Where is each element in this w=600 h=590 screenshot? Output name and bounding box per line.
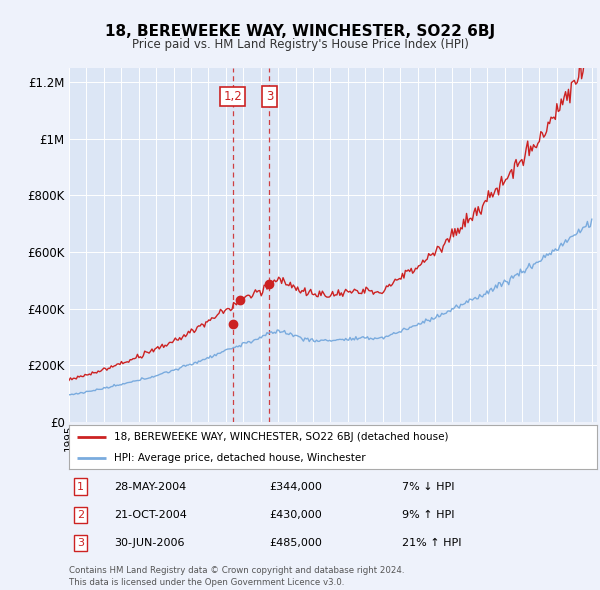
Text: 9% ↑ HPI: 9% ↑ HPI bbox=[401, 510, 454, 520]
Text: 2: 2 bbox=[77, 510, 84, 520]
Text: 28-MAY-2004: 28-MAY-2004 bbox=[114, 481, 186, 491]
Text: 3: 3 bbox=[266, 90, 273, 103]
Text: £430,000: £430,000 bbox=[269, 510, 322, 520]
Text: 21-OCT-2004: 21-OCT-2004 bbox=[114, 510, 187, 520]
Text: 18, BEREWEEKE WAY, WINCHESTER, SO22 6BJ: 18, BEREWEEKE WAY, WINCHESTER, SO22 6BJ bbox=[105, 24, 495, 38]
Text: 1,2: 1,2 bbox=[223, 90, 242, 103]
Text: HPI: Average price, detached house, Winchester: HPI: Average price, detached house, Winc… bbox=[114, 453, 365, 463]
Text: Price paid vs. HM Land Registry's House Price Index (HPI): Price paid vs. HM Land Registry's House … bbox=[131, 38, 469, 51]
Text: Contains HM Land Registry data © Crown copyright and database right 2024.
This d: Contains HM Land Registry data © Crown c… bbox=[69, 566, 404, 587]
Text: 3: 3 bbox=[77, 538, 84, 548]
Text: £485,000: £485,000 bbox=[269, 538, 323, 548]
Text: 1: 1 bbox=[77, 481, 84, 491]
Text: £344,000: £344,000 bbox=[269, 481, 323, 491]
Text: 21% ↑ HPI: 21% ↑ HPI bbox=[401, 538, 461, 548]
Text: 18, BEREWEEKE WAY, WINCHESTER, SO22 6BJ (detached house): 18, BEREWEEKE WAY, WINCHESTER, SO22 6BJ … bbox=[114, 432, 448, 442]
Text: 7% ↓ HPI: 7% ↓ HPI bbox=[401, 481, 454, 491]
Text: 30-JUN-2006: 30-JUN-2006 bbox=[114, 538, 184, 548]
